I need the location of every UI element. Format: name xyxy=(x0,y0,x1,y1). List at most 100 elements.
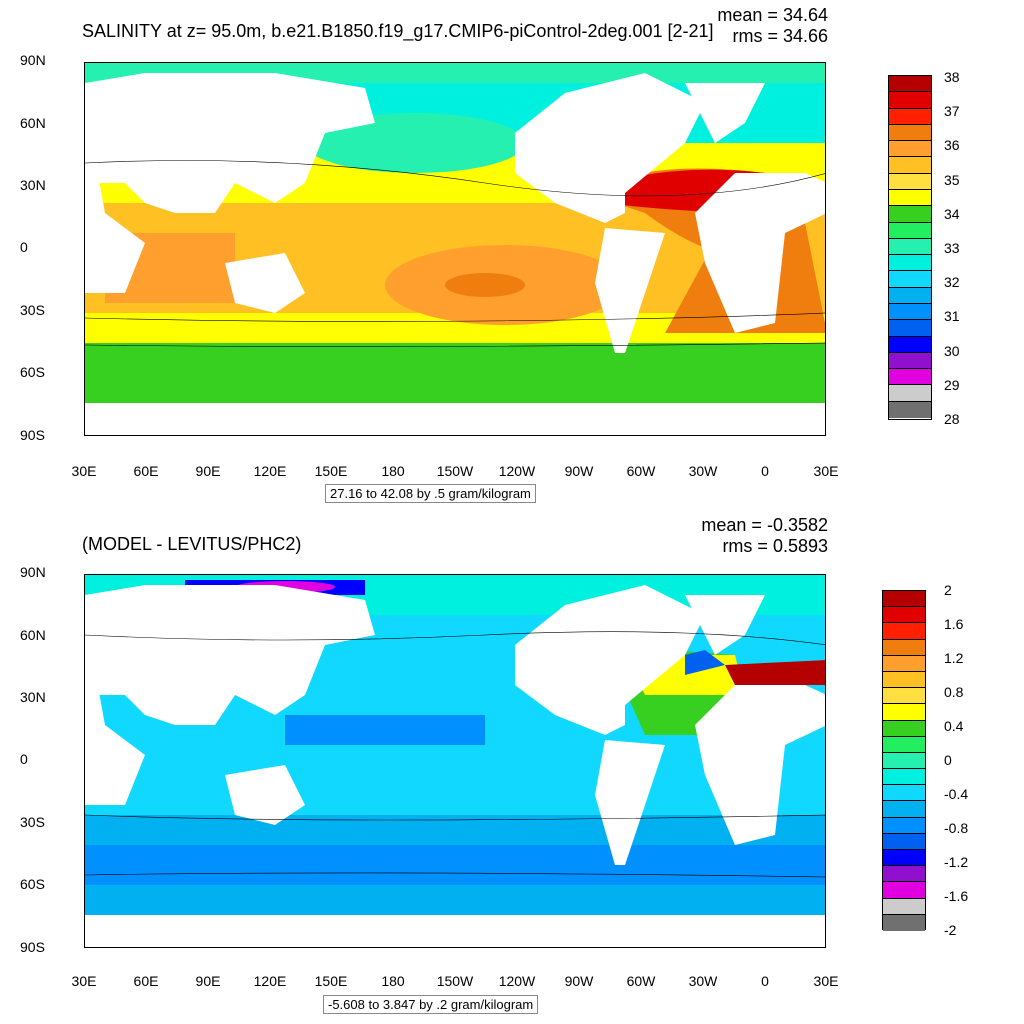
colorbar-label: -0.8 xyxy=(944,820,969,836)
colorbar-label: 1.6 xyxy=(944,616,964,632)
top-colorbar xyxy=(888,75,932,420)
colorbar-segment xyxy=(889,141,931,158)
colorbar-segment xyxy=(883,801,925,818)
colorbar-segment xyxy=(883,720,925,737)
bottom-lat-30n: 30N xyxy=(20,689,46,705)
colorbar-segment xyxy=(889,108,931,125)
colorbar-segment xyxy=(889,206,931,223)
bottom-lon-180: 180 xyxy=(381,973,405,989)
colorbar-segment xyxy=(883,607,925,624)
top-lon-180: 180 xyxy=(381,463,405,479)
colorbar-segment xyxy=(883,688,925,705)
bottom-lat-60n: 60N xyxy=(20,627,46,643)
top-lon-150w: 150W xyxy=(436,463,474,479)
colorbar-segment xyxy=(889,238,931,256)
top-lon-30w: 30W xyxy=(688,463,718,479)
top-mean: mean = 34.64 xyxy=(717,5,828,25)
colorbar-label: 31 xyxy=(944,308,960,325)
colorbar-label: 2 xyxy=(944,582,952,598)
colorbar-label: 35 xyxy=(944,171,960,188)
bottom-lat-90s: 90S xyxy=(20,939,45,955)
colorbar-segment xyxy=(883,639,925,656)
top-lon-30e-right: 30E xyxy=(813,463,839,479)
bottom-lat-90n: 90N xyxy=(20,564,46,580)
top-lon-0: 0 xyxy=(761,463,769,479)
colorbar-label: -1.6 xyxy=(944,888,969,904)
colorbar-segment xyxy=(889,271,931,288)
bottom-lat-60s: 60S xyxy=(20,876,45,892)
colorbar-segment xyxy=(883,655,925,672)
bottom-rms: rms = 0.5893 xyxy=(722,536,828,556)
colorbar-label: 0.8 xyxy=(944,684,964,700)
bottom-map-svg xyxy=(85,575,825,947)
colorbar-label: 34 xyxy=(944,205,960,222)
colorbar-segment xyxy=(883,752,925,770)
bottom-title: (MODEL - LEVITUS/PHC2) xyxy=(82,534,302,554)
colorbar-segment xyxy=(883,769,925,786)
bottom-lon-120e: 120E xyxy=(253,973,287,989)
colorbar-label: -0.4 xyxy=(944,786,969,802)
top-lon-90e: 90E xyxy=(195,463,221,479)
colorbar-segment xyxy=(889,189,931,207)
top-lon-120e: 120E xyxy=(253,463,287,479)
top-lat-30n: 30N xyxy=(20,177,46,193)
top-lat-60s: 60S xyxy=(20,364,45,380)
colorbar-segment xyxy=(889,369,931,386)
bottom-lon-0: 0 xyxy=(761,973,769,989)
bottom-lon-30w: 30W xyxy=(688,973,718,989)
bottom-lon-90e: 90E xyxy=(195,973,221,989)
top-lat-90s: 90S xyxy=(20,427,45,443)
colorbar-label: 38 xyxy=(944,69,960,85)
bottom-lon-150w: 150W xyxy=(436,973,474,989)
colorbar-label: 36 xyxy=(944,137,960,154)
top-lat-60n: 60N xyxy=(20,115,46,131)
colorbar-segment xyxy=(889,336,931,353)
bottom-lon-30e-right: 30E xyxy=(813,973,839,989)
colorbar-label: 0 xyxy=(944,752,952,768)
colorbar-label: 32 xyxy=(944,274,960,291)
colorbar-segment xyxy=(883,623,925,640)
colorbar-label: 28 xyxy=(944,411,960,427)
bottom-colorbar xyxy=(882,590,926,931)
top-title: SALINITY at z= 95.0m, b.e21.B1850.f19_g1… xyxy=(82,21,714,41)
colorbar-label: -2 xyxy=(944,922,957,938)
bottom-lon-60e: 60E xyxy=(133,973,159,989)
bottom-range-label: -5.608 to 3.847 by .2 gram/kilogram xyxy=(323,995,539,1014)
top-map-svg xyxy=(85,63,825,435)
bottom-difference-map xyxy=(84,574,826,948)
colorbar-segment xyxy=(883,785,925,802)
colorbar-segment xyxy=(889,222,931,239)
colorbar-segment xyxy=(883,850,925,867)
colorbar-segment xyxy=(889,287,931,304)
colorbar-segment xyxy=(889,157,931,174)
top-lon-60w: 60W xyxy=(626,463,656,479)
colorbar-segment xyxy=(889,401,931,418)
top-lon-60e: 60E xyxy=(133,463,159,479)
top-lat-30s: 30S xyxy=(20,302,45,318)
bottom-lat-0: 0 xyxy=(20,751,28,767)
colorbar-segment xyxy=(883,817,925,834)
colorbar-segment xyxy=(883,671,925,689)
bottom-lon-60w: 60W xyxy=(626,973,656,989)
colorbar-label: 37 xyxy=(944,103,960,120)
colorbar-segment xyxy=(889,385,931,402)
bottom-mean: mean = -0.3582 xyxy=(701,515,828,535)
colorbar-segment xyxy=(883,914,925,931)
colorbar-segment xyxy=(889,124,931,142)
colorbar-segment xyxy=(883,591,925,608)
colorbar-label: 0.4 xyxy=(944,718,964,734)
bottom-panel: (MODEL - LEVITUS/PHC2) mean = -0.3582 rm… xyxy=(0,512,1024,1024)
colorbar-label: 30 xyxy=(944,342,960,359)
colorbar-segment xyxy=(883,866,925,883)
top-lat-90n: 90N xyxy=(20,52,46,68)
colorbar-segment xyxy=(889,255,931,272)
colorbar-segment xyxy=(889,352,931,370)
top-lon-120w: 120W xyxy=(498,463,536,479)
colorbar-label: 1.2 xyxy=(944,650,964,666)
colorbar-segment xyxy=(889,76,931,93)
bottom-lon-90w: 90W xyxy=(564,973,594,989)
colorbar-segment xyxy=(889,173,931,190)
colorbar-segment xyxy=(883,882,925,899)
colorbar-segment xyxy=(889,320,931,337)
bottom-lat-30s: 30S xyxy=(20,814,45,830)
